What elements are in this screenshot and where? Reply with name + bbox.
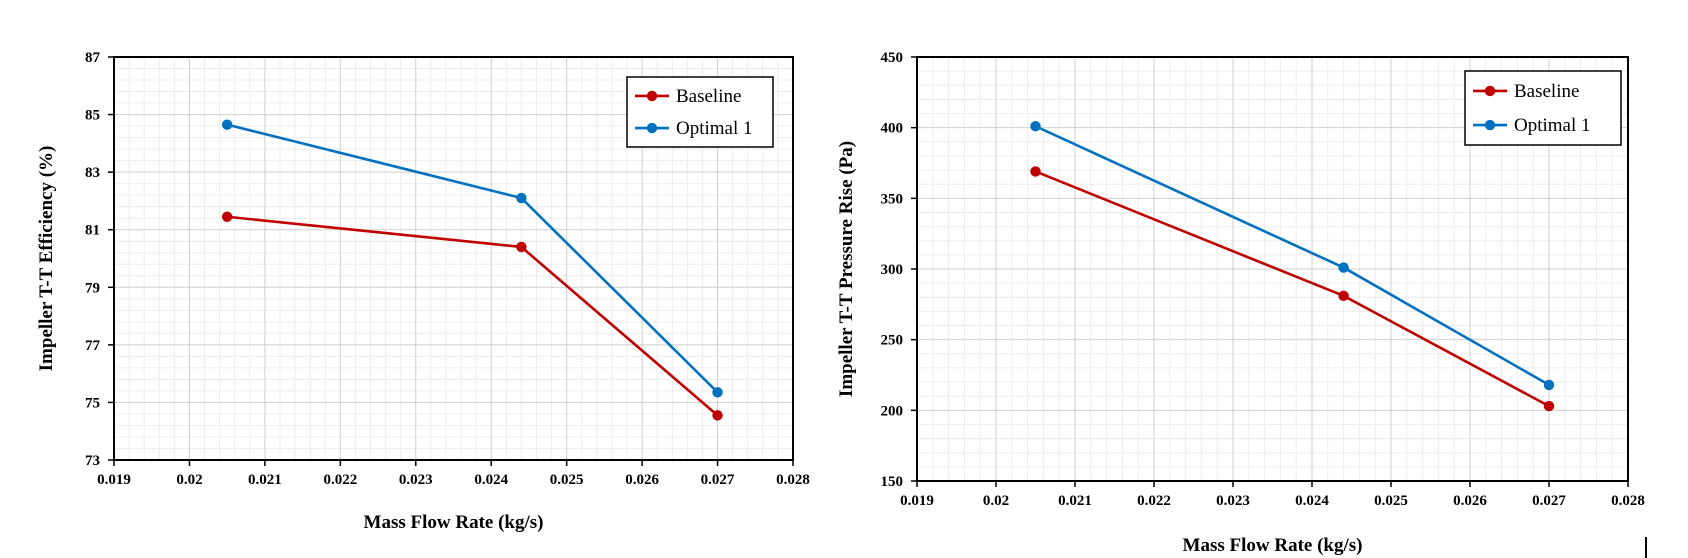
chart1-y-tick-label: 250 [881, 333, 904, 349]
chart0-x-tick-label: 0.023 [399, 472, 433, 488]
chart0-x-tick-label: 0.019 [97, 472, 131, 488]
chart0-x-tick-label: 0.02 [176, 472, 202, 488]
chart1-y-tick-label: 400 [881, 121, 904, 137]
chart1-data-point-baseline [1338, 290, 1349, 302]
chart0-data-point-optimal-1 [221, 119, 233, 130]
chart0-y-tick-label: 81 [85, 223, 100, 239]
chart1-y-tick-label: 150 [881, 474, 904, 490]
chart0-plot-frame [113, 56, 794, 461]
chart1-data-point-optimal-1 [1543, 379, 1555, 391]
chart1-x-tick-label: 0.026 [1453, 493, 1487, 509]
chart0-x-tick-label: 0.021 [248, 472, 282, 488]
chart0-legend-marker-baseline [646, 90, 658, 102]
chart1-x-tick-label: 0.021 [1058, 493, 1092, 509]
chart0-data-point-optimal-1 [516, 192, 527, 204]
efficiency-chart: 0.019 0.02 0.021 0.022 0.023 0.024 0.025 0.026 0… [36, 50, 810, 533]
chart1-x-tick-label: 0.019 [900, 493, 934, 509]
chart1-legend-marker-baseline [1484, 85, 1496, 97]
chart0-x-tick-label: 0.026 [625, 472, 659, 488]
chart0-data-point-baseline [712, 410, 723, 421]
chart1-data-point-optimal-1 [1338, 262, 1349, 273]
chart1-legend-label-optimal-1: Optimal 1 [1514, 115, 1591, 136]
chart1-y-tick-label: 350 [881, 191, 904, 207]
chart1-data-point-baseline [1543, 400, 1555, 412]
chart0-x-tick-label: 0.027 [701, 472, 735, 488]
chart1-x-tick-label: 0.027 [1532, 493, 1566, 509]
chart0-y-tick-label: 85 [85, 108, 100, 124]
chart0-legend-label-baseline: Baseline [676, 86, 741, 107]
chart1-data-point-optimal-1 [1030, 121, 1041, 132]
chart1-y-axis-label: Impeller T-T Pressure Rise (Pa) [836, 141, 857, 397]
pressure-rise-chart: 0.019 0.02 0.021 0.022 0.023 0.024 0.025 0.026 0… [836, 50, 1645, 556]
chart0-x-axis-label: Mass Flow Rate (kg/s) [364, 512, 544, 533]
chart1-y-tick-label: 450 [881, 50, 904, 66]
chart0-y-tick-label: 79 [85, 280, 100, 296]
chart0-y-tick-label: 77 [85, 338, 101, 354]
chart0-y-tick-label: 87 [85, 50, 101, 66]
chart1-x-tick-label: 0.022 [1137, 493, 1171, 509]
chart1-x-tick-label: 0.023 [1216, 493, 1250, 509]
chart0-y-tick-label: 73 [85, 453, 100, 469]
chart0-data-point-baseline [516, 241, 527, 253]
chart1-legend-marker-optimal-1 [1484, 119, 1496, 131]
chart1-x-tick-label: 0.024 [1295, 493, 1329, 509]
chart0-x-tick-label: 0.022 [323, 472, 357, 488]
chart0-y-tick-label: 83 [85, 165, 100, 181]
chart1-x-tick-label: 0.025 [1374, 493, 1408, 509]
chart0-y-axis-label: Impeller T-T Efficiency (%) [36, 146, 57, 372]
chart1-data-point-baseline [1030, 166, 1041, 177]
chart0-y-tick-label: 75 [85, 395, 100, 411]
chart0-legend-label-optimal-1: Optimal 1 [676, 118, 753, 139]
chart0-x-tick-label: 0.028 [776, 472, 810, 488]
chart1-x-tick-label: 0.028 [1611, 493, 1645, 509]
chart0-data-point-optimal-1 [712, 387, 723, 398]
chart1-legend-label-baseline: Baseline [1514, 81, 1579, 102]
chart0-legend-box [626, 76, 774, 148]
chart0-x-tick-label: 0.025 [550, 472, 584, 488]
chart0-legend-marker-optimal-1 [646, 122, 658, 134]
chart1-x-tick-label: 0.02 [983, 493, 1009, 509]
chart0-x-tick-label: 0.024 [474, 472, 508, 488]
chart1-y-tick-label: 300 [881, 262, 904, 278]
chart1-legend-box [1464, 70, 1622, 146]
chart1-x-axis-label: Mass Flow Rate (kg/s) [1183, 535, 1363, 556]
chart1-y-tick-label: 200 [881, 403, 904, 419]
chart0-data-point-baseline [221, 211, 233, 222]
